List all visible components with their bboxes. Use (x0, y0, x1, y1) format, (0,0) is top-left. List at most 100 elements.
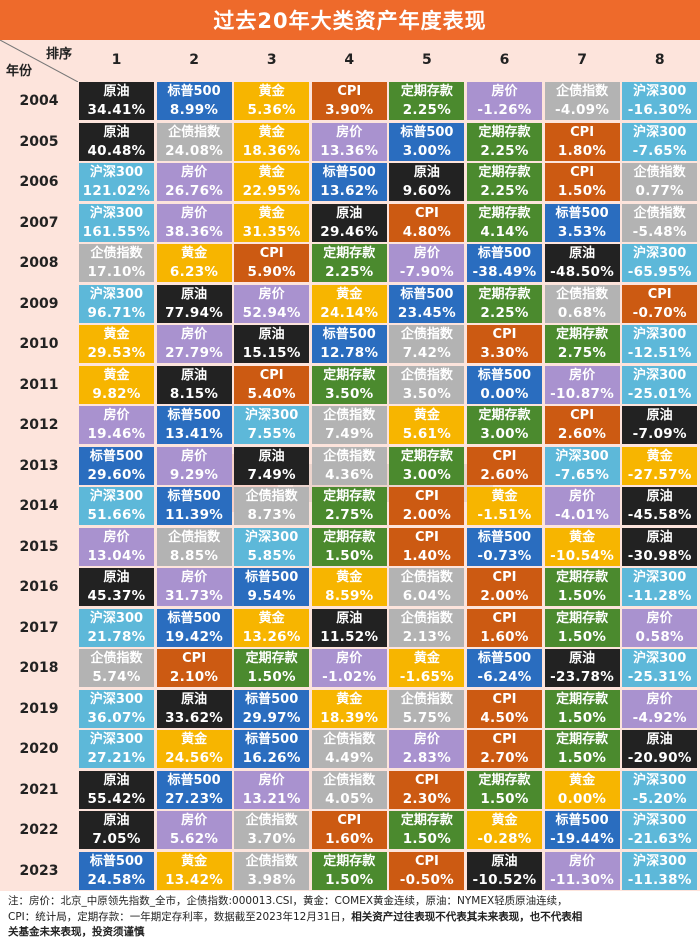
asset-name: 企债指数 (90, 246, 143, 261)
asset-return: 3.50% (402, 385, 452, 402)
asset-return: 18.39% (320, 709, 379, 726)
asset-name: CPI (182, 651, 207, 666)
asset-name: 定期存款 (478, 165, 531, 180)
asset-cell: 房价 13.21% (234, 770, 310, 809)
asset-return: 11.39% (165, 507, 224, 523)
asset-name: 沪深300 (89, 691, 144, 707)
asset-cell: 企债指数 0.68% (544, 284, 620, 323)
asset-cell: 标普500 0.00% (467, 365, 542, 404)
asset-name: CPI (570, 408, 595, 423)
asset-return: -65.95% (627, 264, 692, 280)
asset-return: -19.44% (550, 831, 615, 847)
asset-return: 5.61% (402, 426, 452, 442)
asset-return: 38.36% (165, 223, 224, 240)
rank-column-header: 5 (422, 52, 432, 68)
asset-cell: 标普500 27.23% (156, 770, 232, 809)
asset-return: -7.65% (554, 466, 610, 483)
asset-return: 27.79% (165, 345, 224, 361)
asset-name: 房价 (491, 84, 518, 99)
asset-return: 2.00% (480, 588, 529, 604)
asset-name: CPI (492, 691, 517, 707)
asset-cell: 房价 31.73% (156, 568, 232, 606)
asset-name: 沪深300 (89, 610, 144, 626)
asset-return: 4.05% (325, 790, 374, 807)
asset-return: 6.23% (169, 264, 219, 280)
asset-cell: 黄金 31.35% (234, 203, 310, 242)
asset-cell: 原油 15.15% (234, 325, 310, 363)
asset-name: 企债指数 (323, 772, 376, 788)
asset-name: 定期存款 (323, 367, 376, 383)
asset-cell: CPI 1.40% (389, 527, 465, 566)
rank-column-header: 2 (189, 52, 199, 68)
asset-name: 房价 (569, 853, 596, 869)
asset-name: 沪深300 (633, 367, 687, 383)
asset-name: 黄金 (258, 610, 285, 626)
asset-name: 沪深300 (633, 84, 687, 99)
asset-name: 房价 (181, 813, 208, 828)
asset-return: 55.42% (87, 790, 146, 807)
asset-cell: 房价 27.79% (156, 325, 232, 363)
asset-cell: 标普500 3.00% (389, 122, 465, 161)
asset-cell: 黄金 9.82% (79, 365, 154, 404)
asset-cell: CPI 2.60% (467, 446, 542, 485)
year-label: 2004 (19, 93, 59, 109)
asset-cell: 企债指数 7.49% (311, 406, 387, 444)
asset-cell: 原油 -45.58% (622, 487, 698, 525)
asset-name: 沪深300 (633, 772, 687, 788)
asset-cell: 黄金 -1.51% (467, 487, 542, 525)
asset-name: 标普500 (555, 205, 609, 221)
asset-return: 0.58% (635, 628, 684, 645)
asset-name: 黄金 (258, 165, 285, 180)
asset-name: 标普500 (555, 813, 609, 828)
asset-return: 3.00% (480, 426, 529, 442)
asset-name: CPI (337, 84, 362, 99)
asset-return: 52.94% (242, 304, 301, 321)
asset-cell: 黄金 6.23% (156, 244, 232, 282)
asset-return: 3.00% (402, 142, 452, 159)
asset-return: 23.45% (397, 304, 456, 321)
asset-return: 3.50% (325, 385, 374, 402)
asset-cell: 黄金 24.56% (156, 730, 232, 768)
asset-return: 5.74% (92, 669, 141, 685)
asset-name: 定期存款 (400, 813, 453, 828)
asset-name: 原油 (336, 205, 363, 221)
asset-cell: 黄金 29.53% (79, 325, 154, 363)
asset-return: 8.99% (169, 102, 219, 118)
asset-cell: 原油 29.46% (311, 203, 387, 242)
asset-cell: 标普500 -38.49% (467, 244, 542, 282)
asset-return: 96.71% (87, 304, 146, 321)
asset-name: 标普500 (89, 853, 144, 869)
asset-return: 31.35% (242, 223, 301, 240)
asset-return: 11.52% (320, 628, 379, 645)
asset-name: 定期存款 (478, 408, 531, 423)
asset-cell: 原油 7.49% (234, 446, 310, 485)
asset-cell: 定期存款 1.50% (544, 730, 620, 768)
asset-name: 企债指数 (400, 327, 453, 342)
asset-cell: 企债指数 17.10% (79, 244, 154, 282)
asset-name: 沪深300 (633, 124, 687, 140)
asset-name: CPI (259, 367, 284, 383)
asset-name: 原油 (181, 367, 208, 383)
asset-cell: 沪深300 -65.95% (622, 244, 698, 282)
asset-cell: 黄金 22.95% (234, 163, 310, 201)
asset-cell: 房价 -1.26% (467, 82, 542, 120)
asset-cell: 标普500 29.60% (79, 446, 154, 485)
asset-cell: CPI 3.90% (311, 82, 387, 120)
asset-return: 8.59% (325, 588, 374, 604)
asset-name: 原油 (103, 570, 130, 585)
asset-cell: 房价 -11.30% (544, 851, 620, 890)
asset-return: 1.50% (402, 831, 452, 847)
asset-name: 房价 (646, 691, 673, 707)
asset-name: CPI (647, 286, 672, 302)
rank-column-header: 8 (654, 52, 665, 68)
asset-name: 标普500 (477, 529, 532, 545)
asset-cell: 黄金 13.42% (156, 851, 232, 890)
asset-name: 标普500 (400, 286, 454, 302)
asset-cell: 原油 -7.09% (622, 406, 698, 444)
year-label: 2014 (19, 498, 59, 514)
year-label: 2023 (19, 862, 59, 879)
asset-name: 沪深300 (89, 732, 144, 747)
asset-return: 51.66% (87, 507, 146, 523)
asset-name: 沪深300 (633, 570, 687, 585)
asset-cell: 标普500 29.97% (234, 689, 310, 728)
